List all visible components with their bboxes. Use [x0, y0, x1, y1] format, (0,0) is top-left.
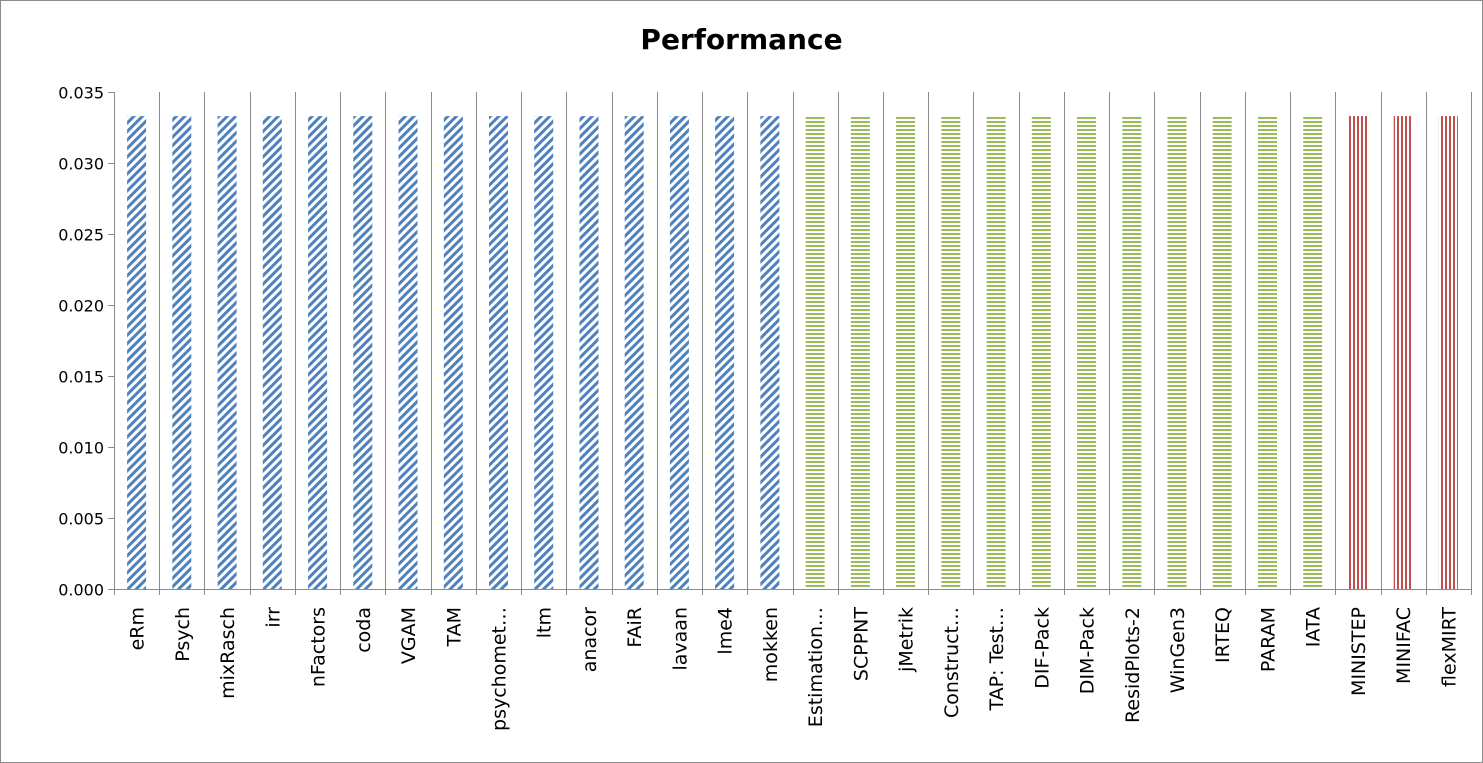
- bars: [127, 116, 1458, 589]
- bar-19: [986, 116, 1006, 589]
- x-tick-label: VGAM: [398, 607, 420, 664]
- bar-4: [308, 116, 328, 589]
- bar-8: [489, 116, 508, 589]
- bar-2: [217, 116, 237, 589]
- x-tick-label: irr: [262, 607, 284, 628]
- bar-25: [1258, 116, 1277, 589]
- x-tick-label: FAiR: [624, 607, 646, 648]
- x-tick-label: flexMIRT: [1438, 607, 1460, 687]
- x-tick-label: lavaan: [669, 607, 691, 671]
- bar-14: [760, 116, 780, 589]
- bar-10: [579, 116, 599, 589]
- bar-28: [1393, 116, 1413, 589]
- bar-7: [443, 116, 463, 589]
- bar-6: [398, 116, 418, 589]
- y-tick-label: 0.000: [58, 581, 104, 600]
- x-tick-label: anacor: [579, 607, 601, 672]
- x-tick-label: psychomet…: [489, 607, 511, 731]
- bar-17: [896, 116, 916, 589]
- bar-16: [850, 116, 870, 589]
- x-tick-labels: eRm Psych mixRasch irr nFactors coda VGAM TAM ps…: [127, 607, 1461, 731]
- bar-18: [941, 116, 961, 589]
- x-tick-label: IATA: [1303, 607, 1325, 647]
- y-tick-label: 0.010: [58, 439, 104, 458]
- x-tick-label: Construct…: [941, 607, 963, 718]
- x-tick-label: Psych: [172, 607, 194, 662]
- y-tick-label: 0.030: [58, 155, 104, 174]
- bar-27: [1348, 116, 1368, 589]
- x-tick-label: mokken: [760, 607, 782, 682]
- y-tick-label: 0.005: [58, 510, 104, 529]
- x-tick-label: coda: [353, 607, 375, 653]
- bar-20: [1031, 116, 1051, 589]
- y-tick-label: 0.015: [58, 368, 104, 387]
- x-tick-label: MINIFAC: [1393, 607, 1415, 684]
- x-tick-label: IRTEQ: [1212, 607, 1234, 663]
- bar-0: [127, 116, 147, 589]
- x-tick-label: PARAM: [1258, 607, 1280, 672]
- x-tick-label: ResidPlots-2: [1122, 607, 1144, 723]
- bar-13: [715, 116, 735, 589]
- x-tick-label: TAP: Test…: [986, 607, 1008, 711]
- x-tick-label: lme4: [715, 607, 737, 655]
- bar-12: [669, 116, 689, 589]
- y-tick-label: 0.025: [58, 226, 104, 245]
- x-tick-label: DIF-Pack: [1031, 607, 1053, 689]
- x-tick-label: nFactors: [308, 607, 330, 687]
- x-tick-label: WinGen3: [1167, 607, 1189, 693]
- x-tick-label: MINISTEP: [1348, 607, 1370, 696]
- y-tick-labels: 0.000 0.005 0.010 0.015 0.020 0.025 0.030 0.035: [58, 84, 104, 600]
- bar-21: [1077, 116, 1096, 589]
- x-tick-label: ltm: [534, 607, 556, 638]
- bar-26: [1303, 116, 1323, 589]
- bar-22: [1122, 116, 1142, 589]
- category-separators: [114, 92, 1472, 595]
- x-tick-label: mixRasch: [217, 607, 239, 699]
- bar-29: [1438, 116, 1458, 589]
- bar-1: [172, 116, 192, 589]
- bar-23: [1167, 116, 1187, 589]
- bar-9: [534, 116, 554, 589]
- x-tick-label: SCPPNT: [850, 607, 872, 681]
- bar-11: [624, 116, 644, 589]
- x-tick-label: eRm: [127, 607, 149, 650]
- bar-15: [805, 116, 825, 589]
- x-tick-label: jMetrik: [896, 607, 918, 673]
- x-tick-label: DIM-Pack: [1077, 607, 1099, 694]
- y-tick-label: 0.035: [58, 84, 104, 103]
- bar-24: [1212, 116, 1232, 589]
- bar-3: [262, 116, 282, 589]
- axes: [108, 92, 1471, 590]
- y-tick-label: 0.020: [58, 297, 104, 316]
- x-tick-label: TAM: [443, 607, 465, 648]
- x-tick-label: Estimation…: [805, 607, 827, 727]
- bar-5: [353, 116, 373, 589]
- chart-title: Performance: [640, 23, 843, 56]
